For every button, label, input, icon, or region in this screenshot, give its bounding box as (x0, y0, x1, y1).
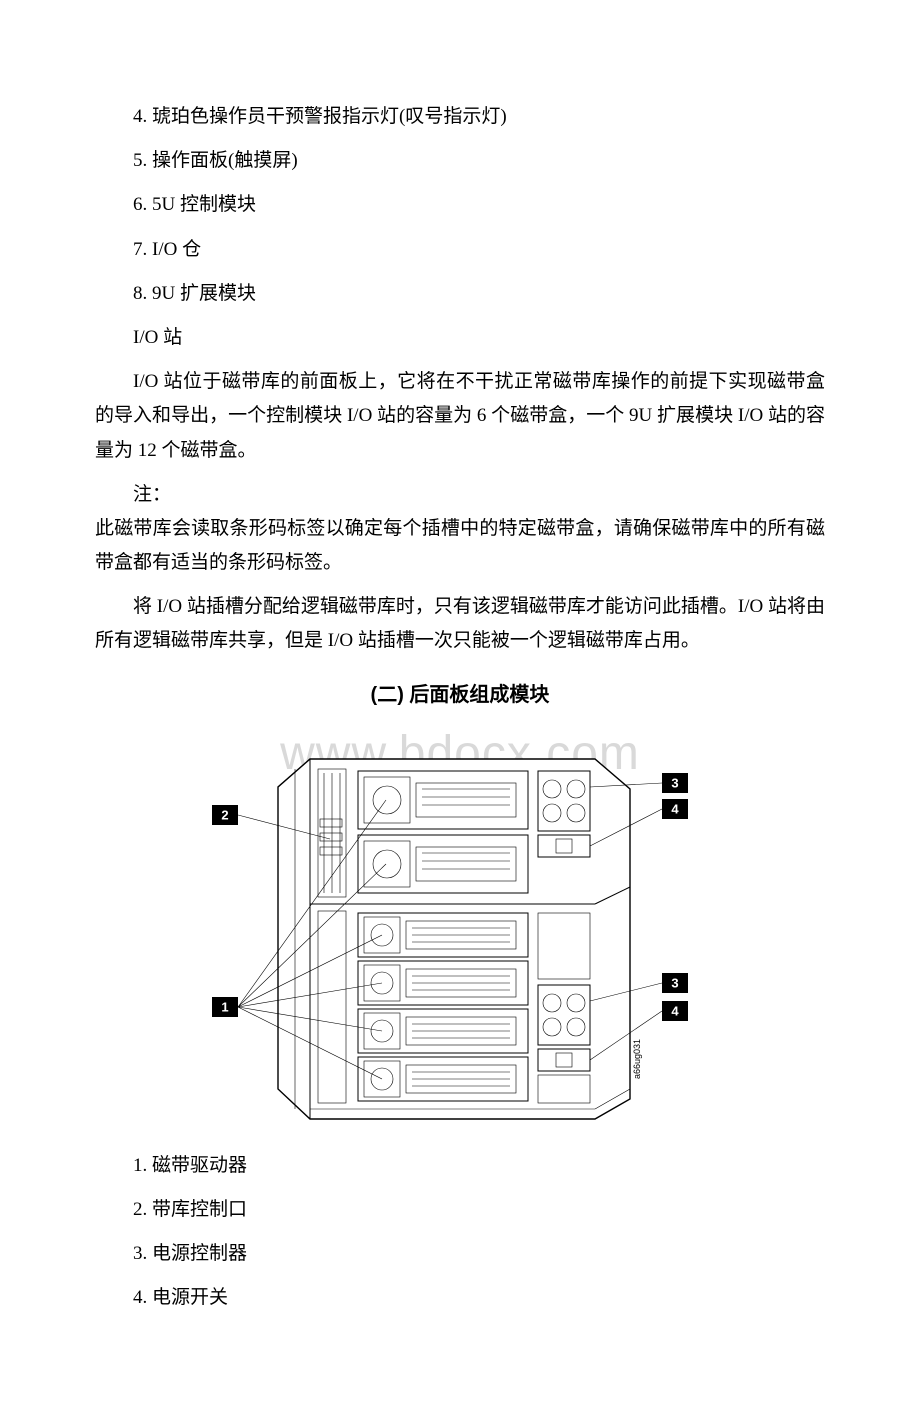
callout-2: 2 (212, 805, 238, 825)
callout-3-top: 3 (662, 773, 688, 793)
rear-list-item-4: 4. 电源开关 (95, 1281, 825, 1315)
note-label: 注： (95, 478, 825, 512)
heading-rear-panel: (二) 后面板组成模块 (95, 677, 825, 713)
figure-code: a66ug031 (632, 1039, 642, 1079)
callout-1: 1 (212, 997, 238, 1017)
drive-bay-bot-1 (358, 913, 528, 957)
front-list-item-5: 5. 操作面板(触摸屏) (95, 144, 825, 178)
svg-text:4: 4 (671, 801, 679, 816)
front-list-item-7: 7. I/O 仓 (95, 233, 825, 267)
front-list-item-6: 6. 5U 控制模块 (95, 188, 825, 222)
io-station-paragraph: I/O 站位于磁带库的前面板上，它将在不干扰正常磁带库操作的前提下实现磁带盒的导… (95, 365, 825, 468)
rear-panel-figure: www.bdocx.com (95, 719, 825, 1129)
callout-4-bot: 4 (662, 1001, 688, 1021)
io-station-title: I/O 站 (95, 321, 825, 355)
note-content: 此磁带库会读取条形码标签以确定每个插槽中的特定磁带盒，请确保磁带库中的所有磁带盒… (95, 512, 825, 580)
rear-list-item-3: 3. 电源控制器 (95, 1237, 825, 1271)
svg-text:3: 3 (671, 775, 678, 790)
rear-list-item-1: 1. 磁带驱动器 (95, 1149, 825, 1183)
drive-bay-top-1 (358, 771, 528, 829)
drive-bay-bot-3 (358, 1009, 528, 1053)
drive-bay-bot-4 (358, 1057, 528, 1101)
io-share-paragraph: 将 I/O 站插槽分配给逻辑磁带库时，只有该逻辑磁带库才能访问此插槽。I/O 站… (95, 590, 825, 658)
front-list-item-4: 4. 琥珀色操作员干预警报指示灯(叹号指示灯) (95, 100, 825, 134)
drive-bay-bot-2 (358, 961, 528, 1005)
front-list-item-8: 8. 9U 扩展模块 (95, 277, 825, 311)
rear-list-item-2: 2. 带库控制口 (95, 1193, 825, 1227)
svg-text:1: 1 (221, 999, 228, 1014)
svg-text:4: 4 (671, 1003, 679, 1018)
svg-text:2: 2 (221, 807, 228, 822)
rear-panel-diagram: 2 1 3 4 3 4 a66ug031 (200, 749, 720, 1129)
callout-3-bot: 3 (662, 973, 688, 993)
drive-bay-top-2 (358, 835, 528, 893)
svg-text:3: 3 (671, 975, 678, 990)
callout-4-top: 4 (662, 799, 688, 819)
